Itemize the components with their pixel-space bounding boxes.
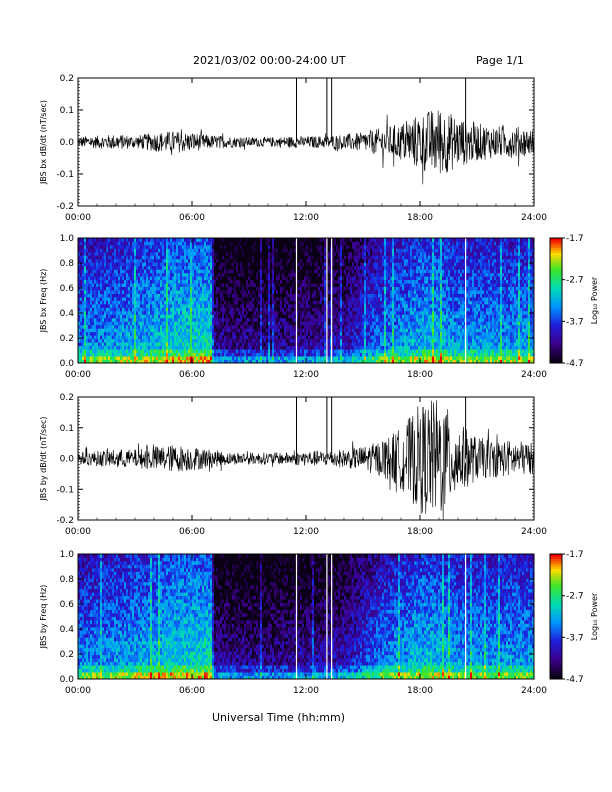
x-tick-label: 24:00 — [521, 370, 547, 380]
colorbar-tick-label: -4.7 — [566, 359, 584, 369]
x-tick-label: 06:00 — [179, 370, 205, 380]
y-axis-title: JBS by Freq (Hz) — [39, 585, 48, 650]
y-tick-label: 0.6 — [60, 284, 75, 294]
colorbar-tick-label: -2.7 — [566, 592, 584, 602]
x-tick-label: 18:00 — [407, 686, 433, 696]
colorbar — [550, 554, 562, 680]
x-tick-label: 24:00 — [521, 527, 547, 537]
spectrogram-cells — [78, 238, 535, 364]
panels: 00:00 06:00 12:00 18:00 24:00 0.2 0.1 0.0 -0.1 -0… — [39, 74, 599, 696]
colorbar-frame — [549, 237, 563, 364]
x-tick-label: 24:00 — [521, 686, 547, 696]
y-tick-label: 0.2 — [60, 334, 74, 344]
x-tick-label: 06:00 — [179, 686, 205, 696]
y-tick-label: 0.2 — [60, 393, 74, 403]
waveform-line — [77, 110, 535, 185]
y-tick-label: 0.8 — [60, 575, 75, 585]
x-tick-label: 24:00 — [521, 213, 547, 223]
colorbar-tick-label: -2.7 — [566, 276, 584, 286]
y-tick-label: 0.4 — [60, 625, 75, 635]
y-axis-title: JBS bx dB/dt (nT/sec) — [39, 100, 48, 185]
x-tick-label: 12:00 — [293, 686, 319, 696]
colorbar-tick-label: -3.7 — [566, 633, 584, 643]
y-tick-label: -0.2 — [56, 516, 74, 526]
x-tick-label: 06:00 — [179, 527, 205, 537]
x-tick-label: 06:00 — [179, 213, 205, 223]
y-tick-label: 0.4 — [60, 309, 75, 319]
colorbar-frame — [549, 553, 563, 680]
colorbar — [550, 238, 562, 364]
x-tick-label: 00:00 — [65, 213, 91, 223]
colorbar-tick-label: -1.7 — [566, 550, 584, 560]
colorbar-title: Log₁₀ Power — [590, 276, 599, 324]
y-tick-label: 1.0 — [60, 234, 75, 244]
y-tick-label: 1.0 — [60, 550, 75, 560]
y-axis-title: JBS bx Freq (Hz) — [39, 269, 48, 334]
panel-3: 00:00 06:00 12:00 18:00 24:00 0.2 0.1 0.0 -0.1 -0… — [39, 393, 547, 537]
y-tick-label: 0.0 — [60, 455, 75, 465]
spectrogram-cells — [78, 554, 535, 680]
panel-4: -1.7 -2.7 -3.7 -4.7 Log₁₀ Power 00:00 06:00 12:… — [39, 550, 599, 696]
y-tick-label: 0.8 — [60, 259, 75, 269]
colorbar-tick-label: -3.7 — [566, 317, 584, 327]
x-tick-label: 00:00 — [65, 370, 91, 380]
waveform-line — [77, 400, 535, 521]
y-tick-label: -0.1 — [56, 485, 74, 495]
panel-2: -1.7 -2.7 -3.7 -4.7 Log₁₀ Power 00:00 06:00 12:… — [39, 234, 599, 380]
x-tick-label: 18:00 — [407, 213, 433, 223]
colorbar-title: Log₁₀ Power — [590, 592, 599, 640]
page-indicator: Page 1/1 — [476, 54, 524, 67]
y-tick-label: -0.1 — [56, 170, 74, 180]
y-tick-label: 0.2 — [60, 650, 74, 660]
x-tick-label: 12:00 — [293, 527, 319, 537]
x-axis-title: Universal Time (hh:mm) — [212, 711, 345, 724]
x-tick-label: 00:00 — [65, 686, 91, 696]
x-tick-label: 00:00 — [65, 527, 91, 537]
colorbar-tick-label: -4.7 — [566, 675, 584, 685]
y-tick-label: -0.2 — [56, 202, 74, 212]
x-tick-label: 18:00 — [407, 527, 433, 537]
y-tick-label: 0.0 — [60, 675, 75, 685]
y-tick-label: 0.0 — [60, 138, 75, 148]
x-tick-label: 12:00 — [293, 213, 319, 223]
y-tick-label: 0.1 — [60, 424, 74, 434]
x-tick-label: 12:00 — [293, 370, 319, 380]
y-tick-label: 0.6 — [60, 600, 75, 610]
x-tick-label: 18:00 — [407, 370, 433, 380]
y-tick-label: 0.1 — [60, 106, 74, 116]
y-tick-label: 0.0 — [60, 359, 75, 369]
colorbar-tick-label: -1.7 — [566, 234, 584, 244]
y-tick-label: 0.2 — [60, 74, 74, 84]
y-axis-title: JBS by dB/dt (nT/sec) — [39, 416, 48, 501]
figure-title: 2021/03/02 00:00-24:00 UT — [193, 54, 346, 67]
panel-1: 00:00 06:00 12:00 18:00 24:00 0.2 0.1 0.0 -0.1 -0… — [39, 74, 547, 223]
